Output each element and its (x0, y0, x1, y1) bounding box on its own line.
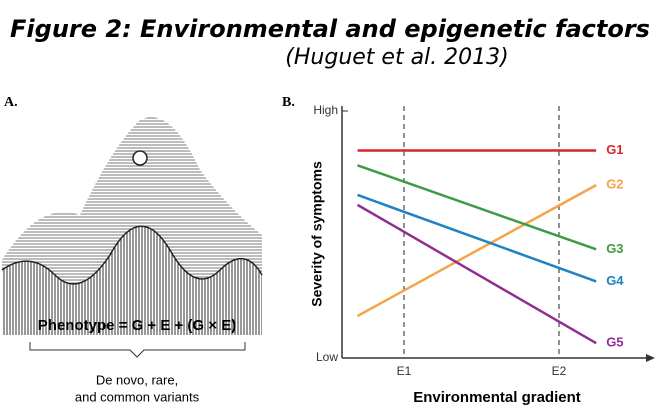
y-tick-label: Low (316, 350, 338, 364)
panel-label: A. (4, 95, 18, 110)
y-tick-label: High (313, 103, 338, 117)
landscape-outline (1, 225, 263, 285)
panel-a: A. Phenotype = G + E + (G × E) De novo, … (1, 95, 263, 404)
x-axis-label: Environmental gradient (413, 389, 581, 406)
series-label: G2 (606, 177, 623, 192)
ball (132, 150, 148, 166)
series-line (356, 184, 597, 318)
y-axis-label: Severity of symptoms (309, 161, 325, 307)
panel-b: B. Severity of symptoms Environmental gr… (282, 95, 655, 406)
series-label: G3 (606, 241, 623, 256)
axis-arrow (646, 354, 655, 362)
series-label: G1 (606, 142, 623, 157)
series-line (357, 193, 597, 283)
figure-title: Figure 2: Environmental and epigenetic f… (10, 15, 650, 43)
series-line (356, 203, 597, 345)
figure-subtitle: (Huguet et al. 2013) (285, 45, 508, 70)
landscape-valleys (2, 226, 262, 335)
equation: Phenotype = G + E + (G × E) (38, 317, 236, 334)
x-tick-label: E2 (552, 364, 567, 378)
series-line (357, 164, 597, 251)
series-label: G4 (606, 273, 624, 288)
bracket (29, 342, 246, 358)
panel-label: B. (282, 95, 295, 110)
note-line: De novo, rare, (96, 372, 178, 387)
x-tick-label: E1 (397, 364, 412, 378)
note-line: and common variants (75, 389, 200, 404)
series-label: G5 (606, 335, 623, 350)
